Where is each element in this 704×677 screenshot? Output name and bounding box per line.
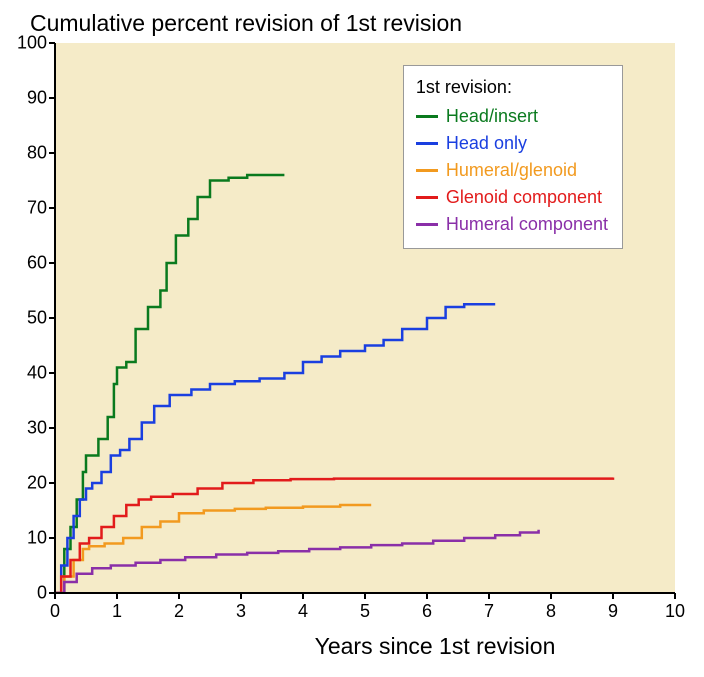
legend-swatch	[416, 142, 438, 145]
x-tick-label: 4	[298, 601, 308, 622]
legend-item: Head only	[416, 130, 608, 157]
x-tick-label: 6	[422, 601, 432, 622]
legend-label: Head only	[446, 130, 527, 157]
legend-label: Humeral component	[446, 211, 608, 238]
y-tick-label: 60	[7, 253, 47, 274]
plot-area: 1st revision: Head/insertHead onlyHumera…	[55, 43, 675, 593]
x-tick-label: 8	[546, 601, 556, 622]
legend-swatch	[416, 169, 438, 172]
legend-swatch	[416, 223, 438, 226]
y-tick-label: 20	[7, 473, 47, 494]
x-tick-label: 9	[608, 601, 618, 622]
y-tick-label: 0	[7, 583, 47, 604]
legend-item: Humeral/glenoid	[416, 157, 608, 184]
legend-label: Glenoid component	[446, 184, 602, 211]
x-tick-label: 1	[112, 601, 122, 622]
legend: 1st revision: Head/insertHead onlyHumera…	[403, 65, 623, 249]
y-tick-label: 80	[7, 143, 47, 164]
x-axis-title: Years since 1st revision	[55, 633, 675, 660]
legend-label: Head/insert	[446, 103, 538, 130]
chart-title: Cumulative percent revision of 1st revis…	[30, 10, 694, 37]
x-tick-label: 7	[484, 601, 494, 622]
y-tick-label: 30	[7, 418, 47, 439]
legend-title: 1st revision:	[416, 74, 608, 101]
legend-items: Head/insertHead onlyHumeral/glenoidGleno…	[416, 103, 608, 238]
x-tick-label: 5	[360, 601, 370, 622]
legend-swatch	[416, 115, 438, 118]
legend-label: Humeral/glenoid	[446, 157, 577, 184]
y-tick-label: 90	[7, 88, 47, 109]
legend-swatch	[416, 196, 438, 199]
legend-item: Glenoid component	[416, 184, 608, 211]
legend-item: Head/insert	[416, 103, 608, 130]
y-tick-label: 100	[7, 33, 47, 54]
x-tick-label: 3	[236, 601, 246, 622]
chart-container: Cumulative percent revision of 1st revis…	[10, 10, 694, 667]
x-tick-label: 2	[174, 601, 184, 622]
y-tick-label: 50	[7, 308, 47, 329]
y-tick-label: 10	[7, 528, 47, 549]
x-tick-label: 0	[50, 601, 60, 622]
legend-item: Humeral component	[416, 211, 608, 238]
x-tick-label: 10	[665, 601, 685, 622]
y-tick-label: 40	[7, 363, 47, 384]
y-tick-label: 70	[7, 198, 47, 219]
